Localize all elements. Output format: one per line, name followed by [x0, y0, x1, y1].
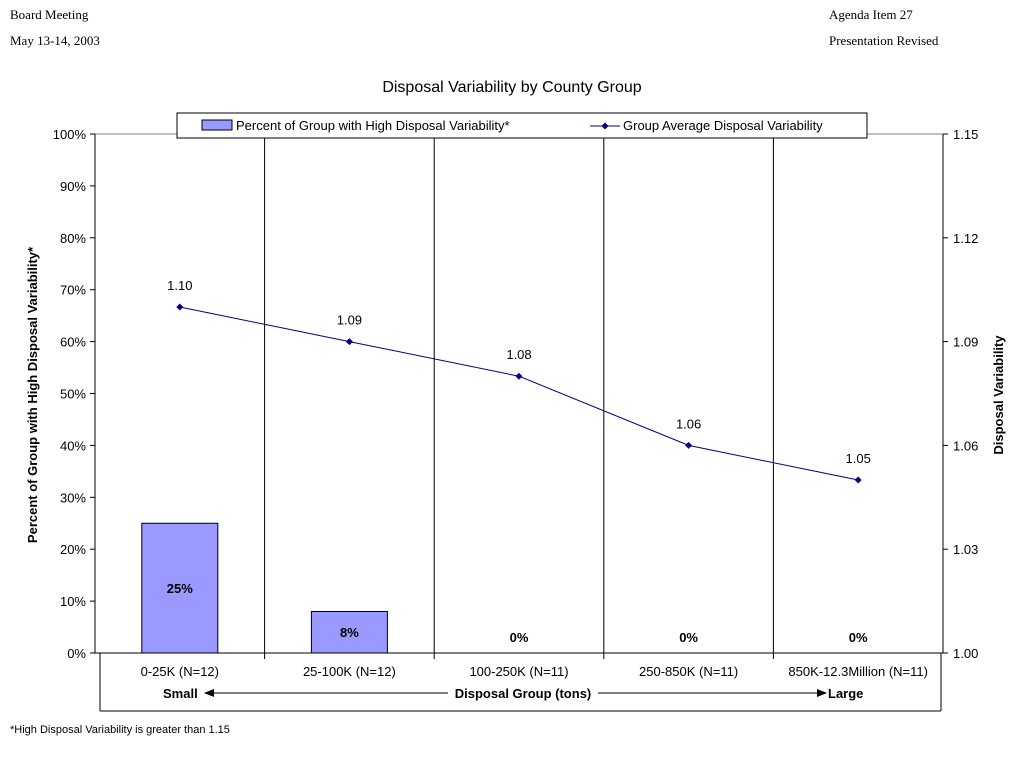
x-axis-large-label: Large [828, 686, 863, 701]
y-left-tick-label: 40% [60, 438, 86, 453]
x-category-label: 100-250K (N=11) [469, 664, 568, 679]
bar-series: 25% 8% 0% 0% 0% [141, 522, 868, 654]
footnote: *High Disposal Variability is greater th… [10, 724, 230, 736]
line-point [345, 338, 353, 346]
legend-bar-swatch [201, 119, 233, 131]
y-left-tick-label: 10% [60, 594, 86, 609]
axes: 0% 10% 20% 30% 40% 50% 60% 70% 80% 90% 100% 1.00 1.0… [53, 127, 979, 679]
line-value-label: 1.05 [846, 451, 871, 466]
header-board-meeting: Board Meeting [10, 7, 89, 22]
line-value-label: 1.06 [676, 416, 701, 431]
chart-title: Disposal Variability by County Group [382, 79, 641, 96]
y-left-tick-label: 70% [60, 283, 86, 298]
y-right-tick-label: 1.00 [953, 646, 978, 661]
line-value-label: 1.08 [506, 347, 531, 362]
x-category-label: 850K-12.3Million (N=11) [788, 664, 928, 679]
line-point [515, 372, 523, 380]
header-presentation-revised: Presentation Revised [829, 33, 939, 48]
y-left-tick-label: 60% [60, 335, 86, 350]
bar-value-label: 25% [167, 581, 193, 596]
x-category-label: 0-25K (N=12) [141, 664, 219, 679]
legend: Percent of Group with High Disposal Vari… [176, 112, 868, 139]
line-point [176, 303, 184, 311]
plot-area [94, 133, 944, 654]
x-axis-title: Disposal Group (tons) [455, 686, 592, 701]
y-right-tick-label: 1.06 [953, 438, 978, 453]
y-right-axis-title: Disposal Variability [991, 335, 1006, 455]
bar [141, 522, 219, 654]
line-point [685, 441, 693, 449]
y-left-tick-label: 30% [60, 490, 86, 505]
y-left-tick-label: 20% [60, 542, 86, 557]
bar-value-label: 0% [849, 630, 868, 645]
y-left-tick-label: 50% [60, 387, 86, 402]
x-axis-small-label: Small [163, 686, 198, 701]
y-right-tick-label: 1.03 [953, 542, 978, 557]
x-axis-group: Small Disposal Group (tons) Large [99, 653, 942, 712]
plot-frame [94, 133, 944, 654]
legend-line-marker [601, 122, 609, 130]
line-point [854, 476, 862, 484]
y-left-tick-label: 100% [53, 127, 87, 142]
header-agenda-item: Agenda Item 27 [829, 7, 913, 22]
average-variability-line [179, 306, 859, 481]
line-value-label: 1.10 [167, 278, 192, 293]
bar-value-label: 8% [340, 625, 359, 640]
legend-line-label: Group Average Disposal Variability [623, 118, 823, 133]
y-right-tick-label: 1.12 [953, 231, 978, 246]
legend-box [176, 112, 868, 139]
legend-bar-label: Percent of Group with High Disposal Vari… [236, 118, 510, 133]
y-left-tick-label: 0% [67, 646, 86, 661]
bar-value-label: 0% [679, 630, 698, 645]
y-left-tick-label: 90% [60, 179, 86, 194]
y-left-tick-label: 80% [60, 231, 86, 246]
line-value-label: 1.09 [337, 313, 362, 328]
y-right-tick-label: 1.15 [953, 127, 978, 142]
line-series: 1.10 1.09 1.08 1.06 1.05 [167, 278, 871, 484]
header-date: May 13-14, 2003 [10, 33, 100, 48]
y-right-tick-label: 1.09 [953, 335, 978, 350]
y-left-axis-title: Percent of Group with High Disposal Vari… [25, 246, 40, 543]
x-category-label: 25-100K (N=12) [303, 664, 396, 679]
bar-value-label: 0% [510, 630, 529, 645]
bar [310, 610, 388, 654]
x-category-label: 250-850K (N=11) [639, 664, 738, 679]
